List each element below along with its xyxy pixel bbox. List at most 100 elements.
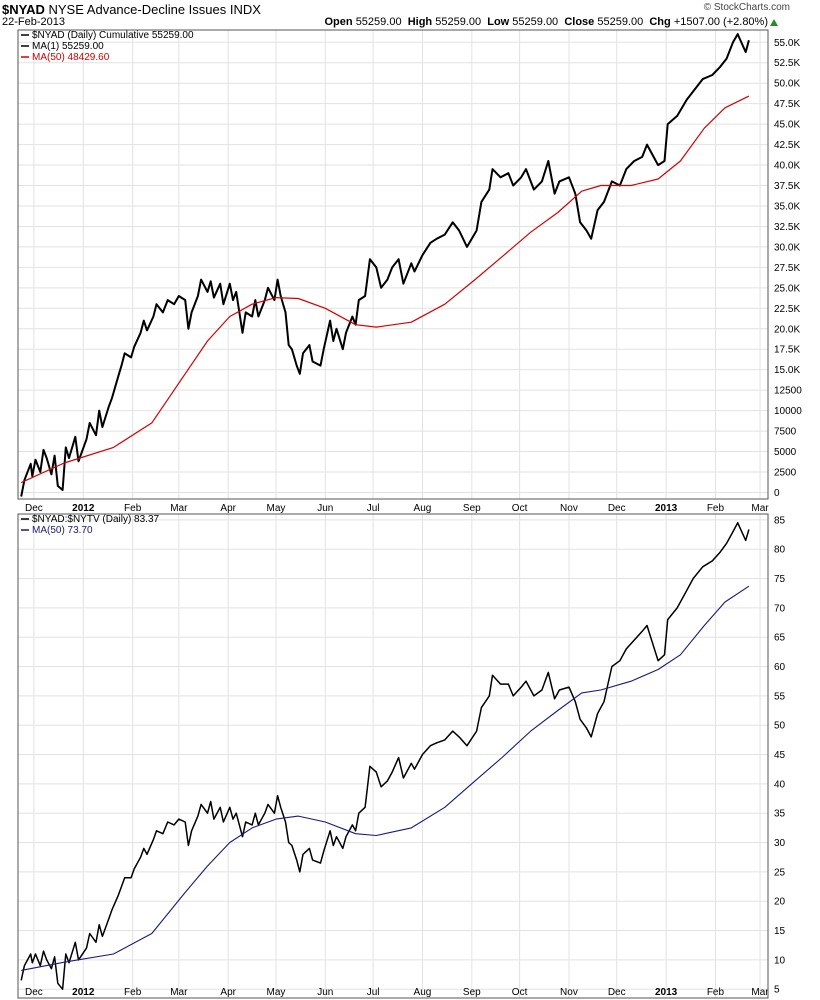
y-tick-label: 7500 bbox=[774, 427, 797, 438]
x-tick-label: Mar bbox=[170, 987, 188, 998]
series-line-price bbox=[20, 33, 750, 497]
close-value: 55259.00 bbox=[597, 16, 644, 28]
chart-title: $NYAD NYSE Advance-Decline Issues INDX bbox=[2, 2, 261, 17]
x-tick-label: Dec bbox=[25, 503, 43, 514]
y-tick-label: 20 bbox=[774, 897, 786, 908]
y-tick-label: 10000 bbox=[774, 406, 802, 417]
x-tick-label: Aug bbox=[414, 503, 432, 514]
x-tick-label: Sep bbox=[463, 987, 481, 998]
series-line-ma50 bbox=[20, 95, 750, 484]
x-tick-label: Jun bbox=[317, 503, 333, 514]
x-tick-label: Mar bbox=[170, 503, 188, 514]
chg-label: Chg bbox=[649, 16, 671, 28]
x-tick-label: Apr bbox=[220, 987, 236, 998]
legend-entry: MA(50) 48429.60 bbox=[32, 52, 110, 63]
legend-entry: $NYAD (Daily) Cumulative 55259.00 bbox=[32, 30, 194, 41]
y-tick-label: 32.5K bbox=[774, 222, 800, 233]
y-tick-label: 25 bbox=[774, 867, 786, 878]
y-tick-label: 70 bbox=[774, 603, 786, 614]
high-value: 55259.00 bbox=[435, 16, 482, 28]
y-tick-label: 30 bbox=[774, 838, 786, 849]
y-tick-label: 25.0K bbox=[774, 283, 800, 294]
y-tick-label: 0 bbox=[774, 488, 780, 499]
y-tick-label: 30.0K bbox=[774, 242, 800, 253]
x-tick-label: Aug bbox=[414, 987, 432, 998]
y-tick-label: 35 bbox=[774, 809, 786, 820]
ohlc-summary: Open 55259.00 High 55259.00 Low 55259.00… bbox=[325, 16, 769, 28]
copyright-label: © StockCharts.com bbox=[703, 2, 790, 13]
x-tick-label: Feb bbox=[707, 503, 725, 514]
y-tick-label: 47.5K bbox=[774, 99, 800, 110]
y-tick-label: 5000 bbox=[774, 447, 797, 458]
x-tick-label: 2012 bbox=[72, 987, 95, 998]
y-tick-label: 52.5K bbox=[774, 58, 800, 69]
y-tick-label: 10 bbox=[774, 955, 786, 966]
x-tick-label: Dec bbox=[25, 987, 43, 998]
y-tick-label: 50.0K bbox=[774, 79, 800, 90]
y-tick-label: 55.0K bbox=[774, 38, 800, 49]
x-tick-label: 2013 bbox=[655, 987, 678, 998]
y-tick-label: 27.5K bbox=[774, 263, 800, 274]
y-tick-label: 17.5K bbox=[774, 345, 800, 356]
y-tick-label: 45.0K bbox=[774, 120, 800, 131]
open-value: 55259.00 bbox=[355, 16, 402, 28]
low-value: 55259.00 bbox=[512, 16, 559, 28]
series-line-ma50 bbox=[21, 585, 750, 971]
y-tick-label: 22.5K bbox=[774, 304, 800, 315]
y-tick-label: 60 bbox=[774, 662, 786, 673]
y-tick-label: 55 bbox=[774, 691, 786, 702]
chg-value: +1507.00 (+2.80%) bbox=[673, 16, 768, 28]
x-tick-label: Mar bbox=[751, 503, 769, 514]
legend-entry: $NYAD:$NYTV (Daily) 83.37 bbox=[32, 514, 160, 525]
series-line-price bbox=[20, 522, 750, 990]
x-tick-label: Feb bbox=[124, 987, 142, 998]
y-tick-label: 35.0K bbox=[774, 201, 800, 212]
x-tick-label: May bbox=[267, 987, 286, 998]
x-tick-label: 2012 bbox=[72, 503, 95, 514]
symbol-label: $NYAD bbox=[2, 2, 45, 17]
x-tick-label: Dec bbox=[608, 503, 626, 514]
x-tick-label: Feb bbox=[707, 987, 725, 998]
y-tick-label: 40.0K bbox=[774, 161, 800, 172]
x-tick-label: Jul bbox=[367, 503, 380, 514]
x-tick-label: 2013 bbox=[655, 503, 678, 514]
up-arrow-icon bbox=[770, 19, 778, 26]
y-tick-label: 5 bbox=[774, 985, 780, 996]
symbol-name: NYSE Advance-Decline Issues bbox=[48, 2, 227, 17]
y-tick-label: 15.0K bbox=[774, 365, 800, 376]
y-tick-label: 15 bbox=[774, 926, 786, 937]
chart-date: 22-Feb-2013 bbox=[2, 16, 65, 28]
y-tick-label: 45 bbox=[774, 750, 786, 761]
legend-entry: MA(1) 55259.00 bbox=[32, 41, 104, 52]
legend-entry: MA(50) 73.70 bbox=[32, 525, 93, 536]
y-tick-label: 20.0K bbox=[774, 324, 800, 335]
y-tick-label: 50 bbox=[774, 721, 786, 732]
y-tick-label: 12500 bbox=[774, 386, 802, 397]
high-label: High bbox=[407, 16, 433, 28]
x-tick-label: Oct bbox=[512, 987, 528, 998]
open-label: Open bbox=[324, 16, 353, 28]
plot-frame bbox=[17, 513, 769, 999]
low-label: Low bbox=[487, 16, 510, 28]
plot-frame bbox=[17, 29, 769, 500]
y-tick-label: 75 bbox=[774, 574, 786, 585]
x-tick-label: Sep bbox=[463, 503, 481, 514]
x-tick-label: Oct bbox=[512, 503, 528, 514]
y-tick-label: 2500 bbox=[774, 467, 797, 478]
x-tick-label: Nov bbox=[560, 987, 578, 998]
y-tick-label: 65 bbox=[774, 633, 786, 644]
y-tick-label: 85 bbox=[774, 515, 786, 526]
x-tick-label: Jul bbox=[367, 987, 380, 998]
x-tick-label: Feb bbox=[124, 503, 142, 514]
y-tick-label: 40 bbox=[774, 779, 786, 790]
x-tick-label: Apr bbox=[220, 503, 236, 514]
y-tick-label: 42.5K bbox=[774, 140, 800, 151]
close-label: Close bbox=[564, 16, 595, 28]
y-tick-label: 80 bbox=[774, 545, 786, 556]
x-tick-label: Jun bbox=[317, 987, 333, 998]
x-tick-label: May bbox=[267, 503, 286, 514]
exchange-label: INDX bbox=[229, 2, 261, 17]
x-tick-label: Mar bbox=[751, 987, 769, 998]
x-tick-label: Dec bbox=[608, 987, 626, 998]
